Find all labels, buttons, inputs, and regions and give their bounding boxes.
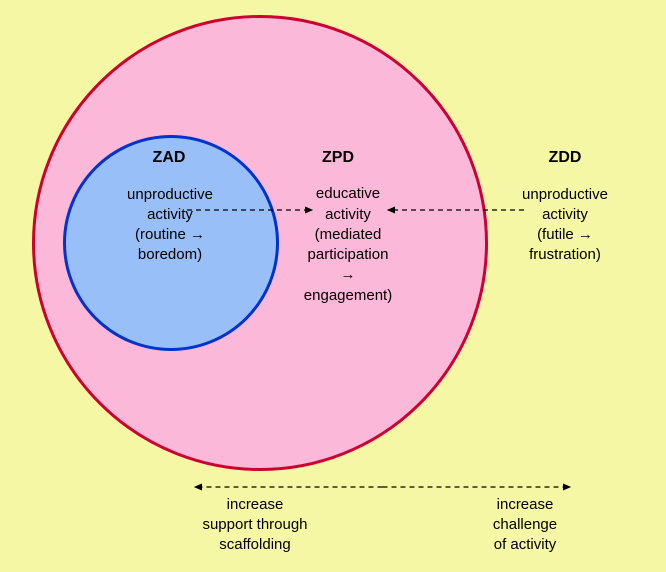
bottom-label-scaffolding: increase support through scaffolding xyxy=(175,495,335,556)
description-zpd: educative activity (mediated participati… xyxy=(268,184,428,306)
heading-zpd: ZPD xyxy=(288,147,388,169)
heading-zad: ZAD xyxy=(119,147,219,169)
bottom-label-challenge: increase challenge of activity xyxy=(445,495,605,556)
description-zad: unproductive activity (routine → boredom… xyxy=(90,185,250,266)
description-zdd: unproductive activity (futile → frustrat… xyxy=(485,185,645,266)
diagram-stage: ZAD ZPD ZDD unproductive activity (routi… xyxy=(0,0,666,572)
heading-zdd: ZDD xyxy=(515,147,615,169)
